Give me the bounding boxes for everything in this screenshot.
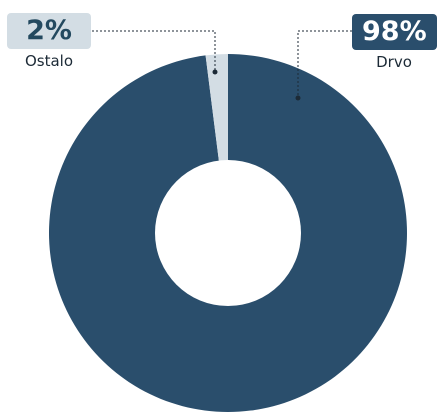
donut-hole (155, 160, 301, 306)
category-label-ostalo: Ostalo (24, 52, 74, 70)
leader-line-drvo (297, 30, 352, 98)
category-label-drvo: Drvo (376, 53, 412, 71)
leader-dot-ostalo (212, 69, 218, 75)
leader-dot-drvo (295, 95, 301, 101)
leader-lines (92, 30, 352, 101)
leader-line-ostalo (92, 30, 216, 72)
callout-drvo: 98% Drvo (352, 14, 437, 71)
value-label-drvo: 98% (352, 14, 437, 50)
value-label-ostalo: 2% (7, 13, 91, 49)
callout-ostalo: 2% Ostalo (7, 13, 91, 70)
